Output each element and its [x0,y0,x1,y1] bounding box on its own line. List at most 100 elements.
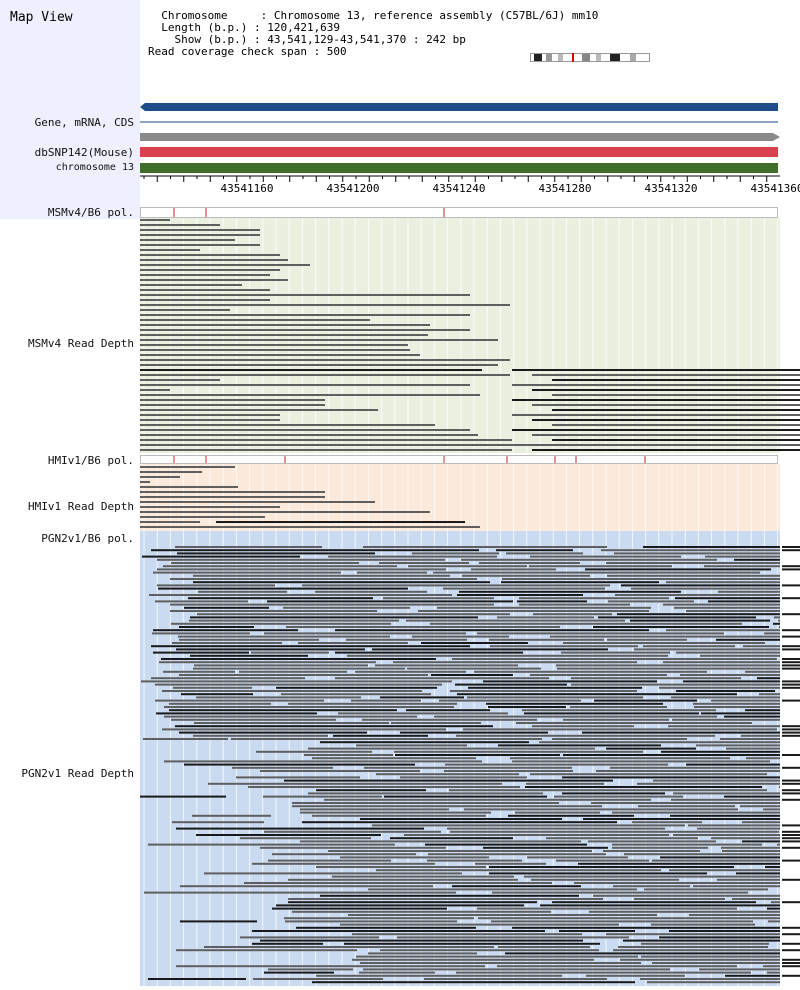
read-bar [170,603,494,606]
read-bar [767,971,780,974]
read-bar [140,259,288,261]
read-bar [288,878,518,881]
read-bar [188,597,373,600]
read-bar [782,686,800,689]
read-bar [512,444,800,446]
msm-pol-label[interactable]: MSMv4/B6 pol. [47,206,134,219]
read-bar [140,324,430,326]
read-bar [524,712,699,715]
read-bar [529,565,672,568]
read-bar [308,747,595,750]
read-bar [740,805,780,808]
ideogram-band [534,54,542,61]
read-bar [360,818,562,820]
read-bar [532,725,634,728]
read-bar [673,792,780,795]
read-bar [613,949,780,952]
genome-track-area[interactable]: 43541160 43541200 43541240 43541280 4354… [140,0,800,986]
read-bar [610,766,780,769]
read-bar [140,516,265,518]
read-bar [286,626,560,628]
read-bar [252,930,545,932]
read-bar [562,776,780,779]
gene-track-label[interactable]: Gene, mRNA, CDS [34,116,134,129]
read-bar [140,476,180,478]
read-bar [143,738,228,740]
read-bar [140,399,325,401]
read-bar [169,702,271,705]
read-bar [421,642,528,644]
read-bar [144,891,456,894]
read-bar [173,686,252,689]
read-bar [240,936,379,939]
read-bar [140,449,512,451]
read-bar [260,770,420,772]
read-bar [782,645,800,648]
read-bar [497,965,737,968]
read-bar [352,958,594,961]
read-bar [765,866,780,868]
read-bar [782,933,800,936]
msm-read-depth-label[interactable]: MSMv4 Read Depth [28,337,134,350]
dbsnp-feature[interactable] [140,147,778,157]
hmi-pol-label[interactable]: HMIv1/B6 pol. [47,454,134,467]
read-bar [519,603,630,606]
read-bar [532,434,800,436]
read-bar [208,782,502,785]
read-bar [606,562,780,564]
read-bar [660,856,780,859]
read-bar [140,314,470,316]
read-bar [782,926,800,929]
read-bar [456,734,715,737]
read-bar [512,414,800,416]
chromosome-ideogram[interactable] [530,53,650,62]
hmi-read-depth-label[interactable]: HMIv1 Read Depth [28,500,134,513]
read-bar [162,728,446,731]
read-bar [216,521,465,523]
read-bar [501,581,659,584]
read-bar [510,757,730,760]
read-bar [777,843,780,846]
read-bar [149,594,452,596]
read-bar [158,587,408,590]
read-bar [552,379,800,381]
read-bar [724,795,780,798]
read-bar [582,731,780,734]
gene-feature[interactable] [140,103,778,111]
read-bar [449,789,767,792]
read-bar [540,904,780,907]
read-bar [395,754,560,756]
pgn-read-depth-label[interactable]: PGN2v1 Read Depth [21,767,134,780]
read-bar [175,546,322,548]
read-bar [316,974,562,977]
read-bar [248,786,520,788]
read-bar [631,587,780,590]
read-bar [641,955,780,958]
read-bar [400,731,548,734]
pgn-pol-label[interactable]: PGN2v1/B6 pol. [41,532,134,545]
read-bar [782,789,800,792]
read-bar [512,429,800,431]
read-bar [475,862,546,865]
dbsnp-track-label[interactable]: dbSNP142(Mouse) [34,146,134,159]
read-bar [782,798,800,801]
read-bar [190,654,308,657]
read-bar [164,760,482,763]
read-bar [140,309,230,311]
tracks-canvas[interactable] [140,0,800,986]
read-bar [404,834,669,836]
mrna-feature[interactable] [140,133,780,141]
hmi-pol-track[interactable] [140,455,778,464]
read-bar [757,677,780,680]
read-bar [637,782,780,785]
read-bar [153,629,298,632]
read-bar [669,869,780,872]
read-bar [284,917,474,920]
read-bar [140,269,280,271]
read-bar [620,958,780,961]
read-bar [782,725,800,728]
read-bar [782,782,800,785]
read-bar [593,894,780,897]
msm-pol-track[interactable] [140,207,778,218]
info-chromosome: Chromosome : Chromosome 13, reference as… [148,9,599,22]
